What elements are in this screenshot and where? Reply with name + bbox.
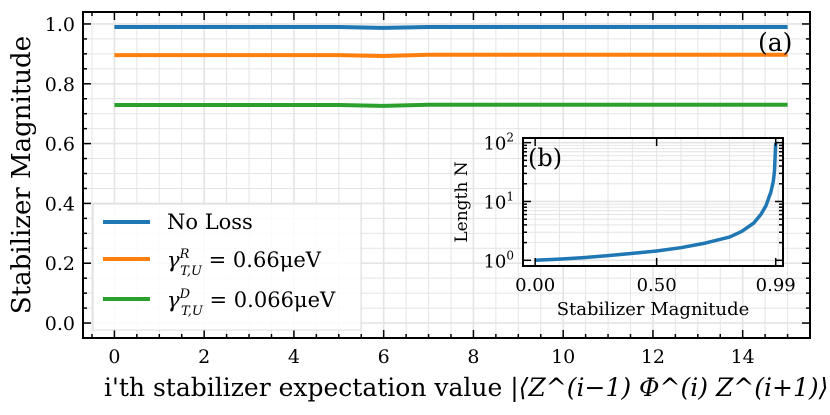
inset-x-tick-label: 0.50 — [637, 275, 677, 296]
y-tick-label: 0.0 — [45, 313, 75, 335]
legend-gamma-r-symbol: γ — [167, 248, 180, 272]
legend-gamma-d-symbol: γ — [167, 288, 180, 312]
x-tick-label: 12 — [641, 346, 665, 368]
inset-x-tick-label: 0.00 — [515, 275, 555, 296]
series-line-no-loss — [114, 25, 788, 30]
x-tick-label: 0 — [108, 346, 120, 368]
x-axis-label-prefix: i'th stabilizer expectation value — [104, 373, 510, 402]
main-x-axis-label: i'th stabilizer expectation value |⟨Z^(i… — [104, 373, 830, 403]
legend-gamma-d-sup: D — [179, 287, 191, 302]
inset-y-tick-label: 101 — [483, 189, 514, 213]
inset-ticks — [523, 138, 783, 266]
x-tick-label: 2 — [198, 346, 210, 368]
inset-grid — [523, 138, 783, 266]
y-tick-label: 0.4 — [45, 193, 75, 215]
panel-b-label: (b) — [528, 144, 562, 172]
x-tick-label: 4 — [288, 346, 300, 368]
inset-x-tick-label: 0.99 — [756, 275, 796, 296]
inset-series-group — [535, 142, 778, 263]
inset-series-line — [535, 142, 778, 263]
inset-y-axis-label-text: Length N — [452, 161, 472, 242]
y-tick-label: 0.2 — [45, 253, 75, 275]
inset-x-axis-label: Stabilizer Magnitude — [557, 299, 750, 320]
legend-label-gamma-r: γR T,U = 0.66μeV — [167, 247, 322, 279]
inset-y-tick-label: 100 — [483, 248, 514, 272]
panel-a-label: (a) — [758, 28, 792, 57]
x-tick-label: 14 — [731, 346, 755, 368]
legend-label-gamma-d: γD T,U = 0.066μeV — [167, 287, 336, 319]
legend-box — [92, 203, 362, 331]
main-axes-frame — [82, 11, 811, 339]
legend-gamma-r-value: = 0.66μeV — [202, 248, 322, 272]
y-tick-label: 0.6 — [45, 134, 75, 156]
x-tick-label: 8 — [467, 346, 479, 368]
inset-y-tick-labels: 100 101 102 — [483, 131, 514, 273]
y-tick-label: 1.0 — [45, 14, 75, 36]
legend: No Loss γR T,U = 0.66μeV γD T,U = 0.066μeV — [92, 203, 362, 331]
main-x-tick-labels: 0 2 4 6 8 10 12 14 — [108, 346, 754, 368]
legend-gamma-r-sub: T,U — [180, 264, 203, 279]
main-y-tick-labels: 0.0 0.2 0.4 0.6 0.8 1.0 — [45, 14, 75, 335]
x-tick-label: 6 — [378, 346, 390, 368]
main-ticks — [83, 12, 811, 338]
legend-gamma-d-value: = 0.066μeV — [203, 288, 336, 312]
inset-y-tick-label: 102 — [483, 131, 514, 155]
x-tick-label: 10 — [551, 346, 575, 368]
inset-y-axis-label: Length N — [452, 161, 472, 242]
inset-x-tick-labels: 0.00 0.50 0.99 — [515, 275, 796, 296]
series-line-gamma-d — [114, 102, 788, 108]
legend-gamma-r-sup: R — [179, 247, 190, 262]
main-series-group — [114, 25, 788, 108]
legend-gamma-d-sub: T,U — [181, 304, 204, 319]
main-y-axis-label: Stabilizer Magnitude — [7, 36, 37, 314]
y-tick-label: 0.8 — [45, 74, 75, 96]
series-line-gamma-r — [114, 52, 788, 58]
x-axis-label-math: |⟨Z^(i−1) Φ^(i) Z^(i+1)⟩| — [510, 373, 830, 403]
legend-label-no-loss: No Loss — [167, 210, 253, 234]
